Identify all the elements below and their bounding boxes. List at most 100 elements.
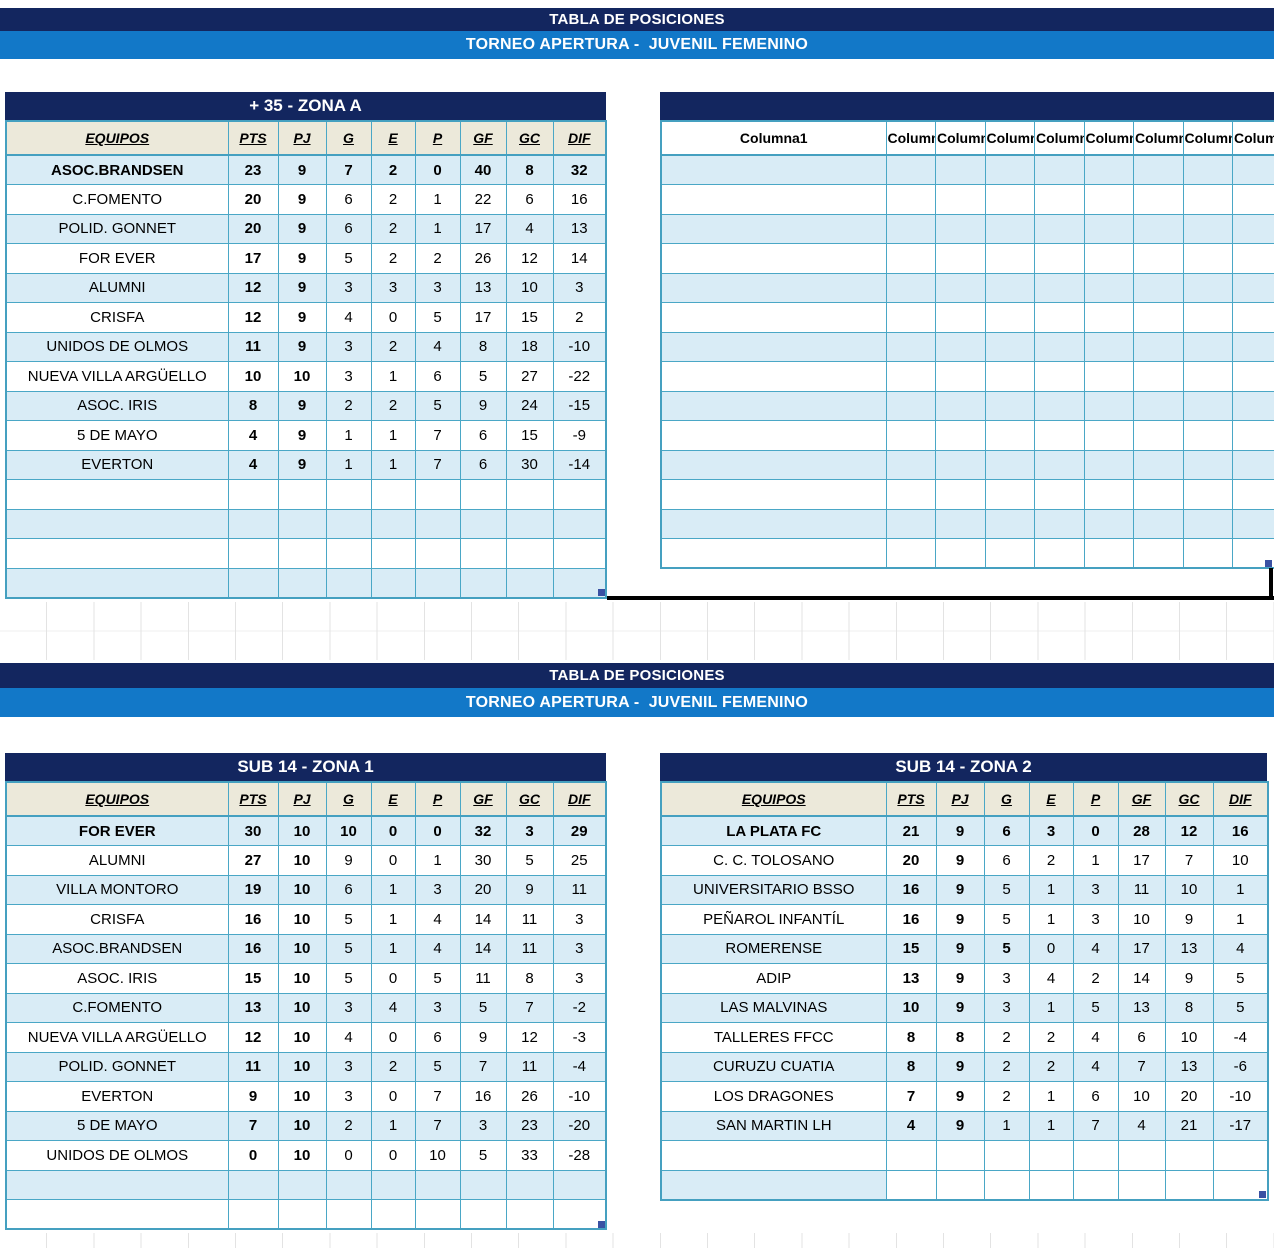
gc-cell[interactable]: 12	[505, 1022, 554, 1053]
g-cell[interactable]: 6	[325, 184, 372, 215]
p-cell[interactable]: 4	[1072, 1022, 1119, 1053]
gc-cell[interactable]	[505, 567, 554, 598]
p-cell[interactable]	[414, 1169, 461, 1200]
team-cell[interactable]	[660, 1169, 887, 1200]
gf-cell[interactable]	[1117, 1169, 1166, 1200]
empty-cell[interactable]	[984, 479, 1035, 510]
empty-cell[interactable]	[984, 154, 1035, 185]
gf-cell[interactable]: 6	[459, 449, 507, 480]
empty-cell[interactable]	[1083, 184, 1134, 215]
empty-cell[interactable]	[935, 302, 986, 333]
empty-cell[interactable]	[1083, 420, 1134, 451]
pj-cell[interactable]: 9	[277, 420, 327, 451]
g-cell[interactable]: 3	[325, 272, 372, 303]
pj-cell[interactable]: 10	[277, 1140, 327, 1171]
empty-cell[interactable]	[984, 184, 1035, 215]
empty-cell[interactable]	[1232, 184, 1274, 215]
gc-cell[interactable]: 11	[505, 1051, 554, 1082]
pj-cell[interactable]	[935, 1140, 985, 1171]
p-cell[interactable]: 7	[1072, 1110, 1119, 1141]
pj-cell[interactable]: 9	[277, 184, 327, 215]
pts-cell[interactable]: 20	[227, 213, 279, 244]
pj-cell[interactable]	[277, 567, 327, 598]
g-cell[interactable]: 3	[983, 992, 1030, 1023]
empty-cell[interactable]	[1133, 538, 1184, 569]
gf-cell[interactable]: 28	[1117, 815, 1166, 846]
p-cell[interactable]	[1072, 1140, 1119, 1171]
team-cell[interactable]: ADIP	[660, 963, 887, 994]
empty-cell[interactable]	[1083, 302, 1134, 333]
empty-cell[interactable]	[1133, 390, 1184, 421]
gf-cell[interactable]: 5	[459, 992, 507, 1023]
gf-cell[interactable]: 9	[459, 390, 507, 421]
e-cell[interactable]: 1	[370, 933, 416, 964]
gc-cell[interactable]: 21	[1164, 1110, 1214, 1141]
dif-cell[interactable]: 10	[1212, 845, 1269, 876]
gf-cell[interactable]: 4	[1117, 1110, 1166, 1141]
empty-cell[interactable]	[1182, 508, 1233, 539]
gc-cell[interactable]	[505, 508, 554, 539]
dif-cell[interactable]: -4	[1212, 1022, 1269, 1053]
empty-cell[interactable]	[1083, 449, 1134, 480]
empty-cell[interactable]	[1083, 331, 1134, 362]
empty-cell[interactable]	[1182, 243, 1233, 274]
empty-cell[interactable]	[1133, 361, 1184, 392]
g-cell[interactable]: 2	[983, 1022, 1030, 1053]
team-cell[interactable]	[5, 1199, 229, 1230]
col-header-e[interactable]: E	[370, 120, 416, 156]
empty-cell[interactable]	[1232, 361, 1274, 392]
empty-cell[interactable]	[1232, 331, 1274, 362]
empty-cell[interactable]	[885, 243, 936, 274]
empty-cell[interactable]	[1133, 479, 1184, 510]
col-header-pts[interactable]: PTS	[227, 781, 279, 817]
team-cell[interactable]: ASOC.BRANDSEN	[5, 154, 229, 185]
empty-cell[interactable]	[1034, 449, 1085, 480]
e-cell[interactable]: 1	[1028, 874, 1074, 905]
empty-cell[interactable]	[1034, 272, 1085, 303]
col-header-e[interactable]: E	[1028, 781, 1074, 817]
g-cell[interactable]: 7	[325, 154, 372, 185]
e-cell[interactable]: 1	[370, 361, 416, 392]
e-cell[interactable]	[370, 1169, 416, 1200]
pj-cell[interactable]	[277, 479, 327, 510]
col-header-columna1[interactable]: Columna1	[660, 120, 887, 156]
col-header-p[interactable]: P	[414, 120, 461, 156]
col-header-pj[interactable]: PJ	[935, 781, 985, 817]
gc-cell[interactable]: 13	[1164, 1051, 1214, 1082]
empty-cell[interactable]	[1232, 479, 1274, 510]
gf-cell[interactable]: 26	[459, 243, 507, 274]
empty-cell[interactable]	[660, 538, 887, 569]
pj-cell[interactable]	[277, 538, 327, 569]
empty-cell[interactable]	[1182, 449, 1233, 480]
p-cell[interactable]: 7	[414, 1110, 461, 1141]
gc-cell[interactable]: 33	[505, 1140, 554, 1171]
empty-cell[interactable]	[1232, 508, 1274, 539]
p-cell[interactable]: 0	[414, 154, 461, 185]
e-cell[interactable]	[370, 508, 416, 539]
pj-cell[interactable]: 10	[277, 1051, 327, 1082]
gc-cell[interactable]: 10	[505, 272, 554, 303]
empty-cell[interactable]	[1133, 302, 1184, 333]
e-cell[interactable]: 0	[370, 1081, 416, 1112]
col-header-gf[interactable]: GF	[1117, 781, 1166, 817]
dif-cell[interactable]: 25	[552, 845, 607, 876]
empty-cell[interactable]	[1083, 479, 1134, 510]
gf-cell[interactable]: 10	[1117, 904, 1166, 935]
team-cell[interactable]: UNIDOS DE OLMOS	[5, 331, 229, 362]
gc-cell[interactable]	[1164, 1169, 1214, 1200]
gc-cell[interactable]	[505, 1199, 554, 1230]
team-cell[interactable]: FOR EVER	[5, 243, 229, 274]
team-cell[interactable]: 5 DE MAYO	[5, 420, 229, 451]
pj-cell[interactable]: 10	[277, 1022, 327, 1053]
e-cell[interactable]: 3	[370, 272, 416, 303]
pts-cell[interactable]: 20	[885, 845, 937, 876]
e-cell[interactable]: 1	[1028, 904, 1074, 935]
pj-cell[interactable]: 9	[935, 1081, 985, 1112]
gf-cell[interactable]: 13	[459, 272, 507, 303]
g-cell[interactable]: 5	[325, 904, 372, 935]
e-cell[interactable]: 4	[370, 992, 416, 1023]
empty-cell[interactable]	[660, 390, 887, 421]
dif-cell[interactable]: 3	[552, 933, 607, 964]
empty-cell[interactable]	[1232, 449, 1274, 480]
empty-cell[interactable]	[1133, 420, 1184, 451]
